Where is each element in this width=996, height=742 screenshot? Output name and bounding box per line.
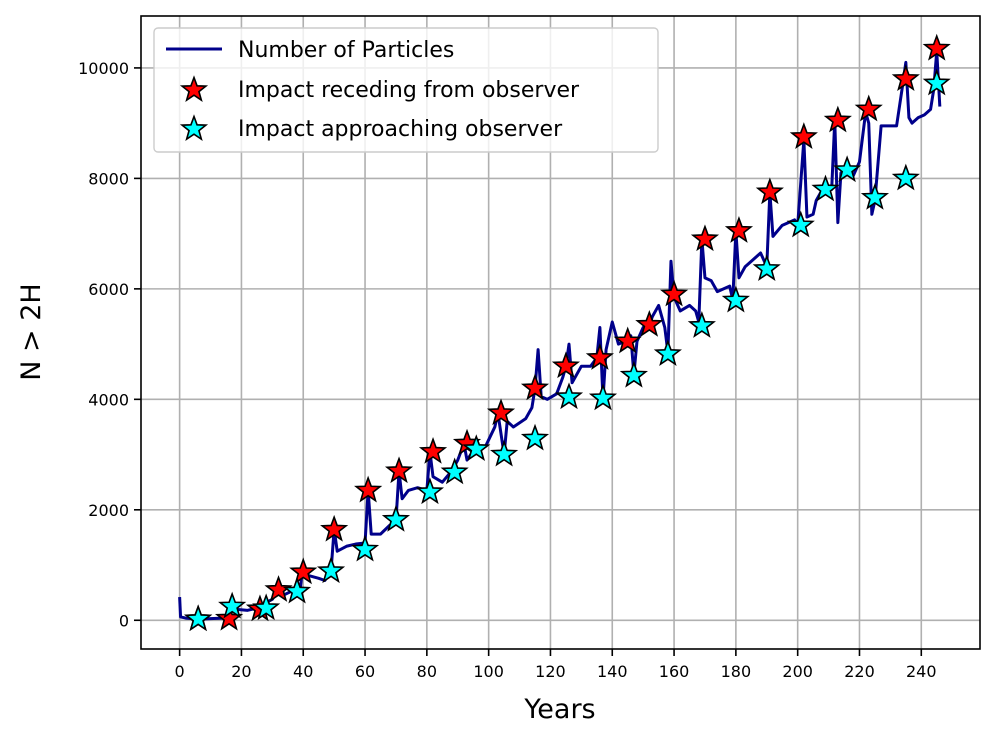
x-axis-ticks: 0 20 40 60 80 100 120 140 160 180 200 220 240 (175, 649, 937, 681)
approaching-star-marker (252, 593, 281, 621)
receding-star-marker (724, 216, 754, 243)
approaching-star-marker (588, 383, 618, 411)
x-tick-label: 140 (597, 662, 628, 681)
receding-star-marker (922, 33, 951, 61)
receding-star-marker (635, 309, 664, 337)
legend-red-star (179, 75, 209, 102)
receding-star-marker (823, 105, 852, 133)
receding-star-marker (659, 279, 689, 307)
y-axis-label: N > 2H (16, 283, 47, 380)
receding-star-marker (755, 177, 784, 205)
legend-label-approaching: Impact approaching observer (238, 117, 563, 142)
x-axis-label: Years (523, 694, 595, 725)
series-line-particles (178, 49, 942, 621)
approaching-star-marker (415, 477, 445, 505)
legend: Number of Particles Impact receding from… (153, 27, 659, 153)
receding-star-marker (486, 398, 516, 426)
data-lines (178, 49, 942, 621)
x-tick-label: 160 (659, 662, 690, 681)
y-tick-label: 2000 (88, 501, 129, 520)
receding-star-marker (854, 94, 883, 122)
receding-star-marker (789, 122, 818, 149)
approaching-star-marker (350, 534, 380, 562)
approaching-star-marker (490, 439, 519, 467)
approaching-star-marker (653, 339, 682, 367)
receding-star-marker (289, 557, 318, 585)
x-tick-label: 100 (473, 662, 504, 681)
approaching-star-marker (462, 434, 491, 462)
x-tick-label: 80 (417, 662, 437, 681)
approaching-star-marker (687, 311, 716, 338)
x-tick-label: 180 (721, 662, 752, 681)
receding-star-marker (891, 64, 920, 91)
approaching-star-marker (619, 360, 648, 388)
plot-frame (140, 15, 981, 650)
approaching-star-marker (752, 254, 781, 281)
receding-star-marker (264, 575, 293, 602)
receding-star-marker (320, 514, 349, 542)
receding-star-marker (690, 224, 720, 252)
approaching-star-marker (811, 174, 840, 202)
legend-cyan-star-icon (179, 114, 209, 141)
x-tick-label: 120 (535, 662, 566, 681)
approaching-star-marker (786, 210, 815, 238)
legend-label-particles: Number of Particles (238, 38, 454, 63)
y-tick-label: 10000 (78, 59, 129, 78)
approaching-star-marker (316, 556, 346, 584)
approaching-star-marker (520, 423, 550, 451)
approaching-star-marker (440, 457, 469, 485)
y-tick-label: 4000 (88, 390, 129, 409)
x-tick-label: 20 (231, 662, 251, 681)
x-tick-label: 200 (782, 662, 813, 681)
receding-star-marker (384, 456, 414, 484)
x-tick-label: 60 (355, 662, 375, 681)
receding-star-marker (585, 343, 614, 370)
legend-red-star-icon (179, 75, 209, 102)
receding-star-marker (551, 351, 581, 379)
data-markers (184, 33, 951, 632)
receding-star-marker (613, 326, 642, 354)
approaching-star-marker (891, 163, 920, 191)
approaching-star-marker (833, 155, 862, 183)
receding-star-marker (520, 373, 550, 401)
approaching-star-marker (860, 182, 890, 210)
legend-box (153, 27, 659, 153)
x-tick-label: 240 (906, 662, 937, 681)
y-tick-label: 0 (119, 611, 129, 630)
x-tick-label: 40 (293, 662, 313, 681)
y-tick-label: 6000 (88, 280, 129, 299)
approaching-star-marker (922, 68, 951, 96)
y-axis-ticks: 0 2000 4000 6000 8000 10000 (78, 59, 141, 630)
approaching-star-marker (282, 576, 312, 604)
legend-label-receding: Impact receding from observer (238, 78, 580, 103)
x-tick-label: 0 (175, 662, 185, 681)
receding-star-marker (354, 475, 383, 503)
x-tick-label: 220 (844, 662, 875, 681)
receding-star-marker (418, 436, 448, 464)
approaching-star-marker (218, 591, 247, 619)
approaching-star-marker (721, 285, 750, 313)
legend-cyan-star (179, 114, 209, 141)
y-tick-label: 8000 (88, 169, 129, 188)
approaching-star-marker (554, 382, 584, 410)
approaching-star-marker (381, 504, 411, 532)
approaching-star-marker (184, 604, 213, 632)
